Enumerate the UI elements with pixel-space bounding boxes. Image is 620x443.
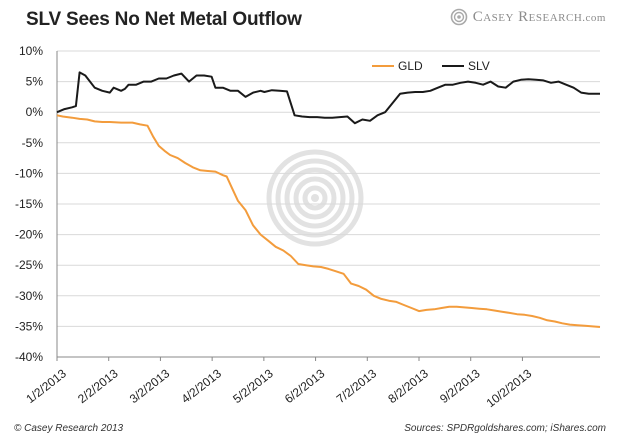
watermark-ring xyxy=(284,167,346,229)
x-tick-label: 5/2/2013 xyxy=(230,366,276,406)
watermark-ring xyxy=(302,185,328,211)
x-tick-label: 1/2/2013 xyxy=(23,366,69,406)
y-tick-label: -35% xyxy=(15,319,43,333)
x-tick-label: 2/2/2013 xyxy=(75,366,121,406)
y-tick-label: 0% xyxy=(26,105,44,119)
y-tick-label: -10% xyxy=(15,166,43,180)
y-tick-label: -15% xyxy=(15,197,43,211)
watermark-ring xyxy=(293,176,337,220)
chart-title: SLV Sees No Net Metal Outflow xyxy=(26,9,302,30)
x-tick-label: 4/2/2013 xyxy=(179,366,225,406)
y-tick-label: -5% xyxy=(22,136,44,150)
grid-lines xyxy=(57,50,600,358)
y-axis: 10% 5% 0% -5% -10% -15% -20% -25% -30% -35% -40% xyxy=(15,44,58,364)
y-tick-label: -30% xyxy=(15,289,43,303)
x-tick-label: 6/2/2013 xyxy=(282,366,328,406)
series-line-slv xyxy=(56,71,600,125)
legend-label-gld: GLD xyxy=(398,59,423,73)
legend: GLD SLV xyxy=(372,59,490,73)
brand-logo: Casey Research.com xyxy=(450,8,606,26)
x-tick-label: 3/2/2013 xyxy=(127,366,173,406)
brand-name: Casey Research.com xyxy=(472,8,606,25)
sources-note: Sources: SPDRgoldshares.com; iShares.com xyxy=(404,423,606,434)
spiral-logo-icon xyxy=(450,8,467,26)
y-tick-label: -40% xyxy=(15,350,43,364)
x-tick-label: 7/2/2013 xyxy=(334,366,380,406)
y-tick-label: 10% xyxy=(19,44,43,58)
copyright-credit: © Casey Research 2013 xyxy=(14,423,124,434)
x-tick-label: 10/2/2013 xyxy=(484,366,535,410)
y-tick-label: 5% xyxy=(26,75,44,89)
legend-label-slv: SLV xyxy=(468,59,490,73)
series-line-gld xyxy=(56,114,601,328)
y-tick-label: -25% xyxy=(15,258,43,272)
x-tick-label: 9/2/2013 xyxy=(437,366,483,406)
y-tick-label: -20% xyxy=(15,228,43,242)
watermark-ring xyxy=(266,149,364,247)
series-lines xyxy=(56,71,601,328)
watermark-center xyxy=(311,194,319,202)
x-axis: 1/2/2013 2/2/2013 3/2/2013 4/2/2013 5/2/2013… xyxy=(23,356,600,410)
x-tick-label: 8/2/2013 xyxy=(385,366,431,406)
watermark-spiral xyxy=(266,149,364,247)
